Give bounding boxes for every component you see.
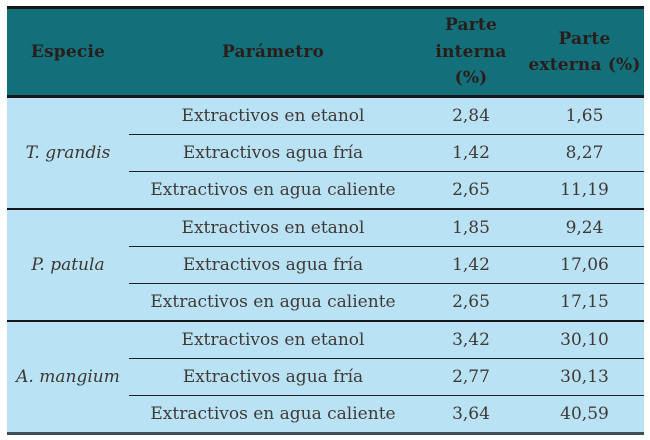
column-header-parte-interna: Parte interna (%) <box>417 7 525 98</box>
table-row: T. grandis Extractivos en etanol 2,84 1,… <box>7 96 644 210</box>
interna-value-cell: 1,42 <box>417 246 525 284</box>
interna-value-cell: 2,65 <box>417 171 525 210</box>
param-cell: Extractivos en agua caliente <box>129 171 417 210</box>
table-row: Extractivos en agua caliente 3,64 40,59 <box>7 396 644 434</box>
species-label-p-patula: P. patula <box>7 209 129 322</box>
interna-value-cell: 2,77 <box>417 358 525 396</box>
table-row: Extractivos en agua caliente 2,65 17,15 <box>7 283 644 322</box>
header-parte-externa-line2: externa (%) <box>528 55 641 75</box>
externa-value-cell: 8,27 <box>525 134 644 172</box>
column-header-especie: Especie <box>7 7 129 98</box>
externa-value-cell: 17,06 <box>525 246 644 284</box>
interna-value-cell: 2,84 <box>417 96 525 135</box>
param-cell: Extractivos agua fría <box>129 134 417 172</box>
interna-value-cell: 1,42 <box>417 134 525 172</box>
column-header-parametro: Parámetro <box>129 7 417 98</box>
externa-value-cell: 17,15 <box>525 283 644 322</box>
externa-value-cell: 11,19 <box>525 171 644 210</box>
header-parte-externa-line1: Parte <box>558 28 611 49</box>
header-parte-interna-line2: interna (%) <box>435 41 507 89</box>
interna-value-cell: 3,64 <box>452 403 490 424</box>
externa-value-cell: 30,13 <box>525 358 644 396</box>
param-cell: Extractivos en agua caliente <box>129 283 417 322</box>
interna-value-cell: 3,42 <box>417 321 525 359</box>
param-cell: Extractivos agua fría <box>129 358 417 396</box>
extractives-table: Especie Parámetro Parte interna (%) Part… <box>7 6 644 435</box>
table-row: A. mangium Extractivos en etanol 3,42 30… <box>7 321 644 386</box>
externa-value-cell: 40,59 <box>560 403 609 424</box>
param-cell: Extractivos agua fría <box>129 246 417 284</box>
species-label-a-mangium: A. mangium <box>16 366 120 387</box>
table-row: P. patula Extractivos en etanol 1,85 9,2… <box>7 209 644 322</box>
param-cell: Extractivos en etanol <box>129 96 417 135</box>
table-header-row: Especie Parámetro Parte interna (%) Part… <box>7 7 644 98</box>
column-header-parte-externa: Parte externa (%) <box>525 7 644 98</box>
table-row: Extractivos en agua caliente 2,65 11,19 <box>7 171 644 210</box>
interna-value-cell: 1,85 <box>417 209 525 247</box>
interna-value-cell: 2,65 <box>417 283 525 322</box>
table-row: Extractivos agua fría 1,42 8,27 <box>7 134 644 172</box>
header-parte-interna-line1: Parte <box>445 15 497 36</box>
param-cell: Extractivos en etanol <box>129 321 417 359</box>
table-row: Extractivos agua fría 1,42 17,06 <box>7 246 644 284</box>
param-cell: Extractivos en agua caliente <box>150 403 396 424</box>
externa-value-cell: 30,10 <box>525 321 644 359</box>
externa-value-cell: 9,24 <box>525 209 644 247</box>
externa-value-cell: 1,65 <box>525 96 644 135</box>
table-row: Extractivos agua fría 2,77 30,13 <box>7 358 644 396</box>
species-label-t-grandis: T. grandis <box>7 96 129 210</box>
param-cell: Extractivos en etanol <box>129 209 417 247</box>
